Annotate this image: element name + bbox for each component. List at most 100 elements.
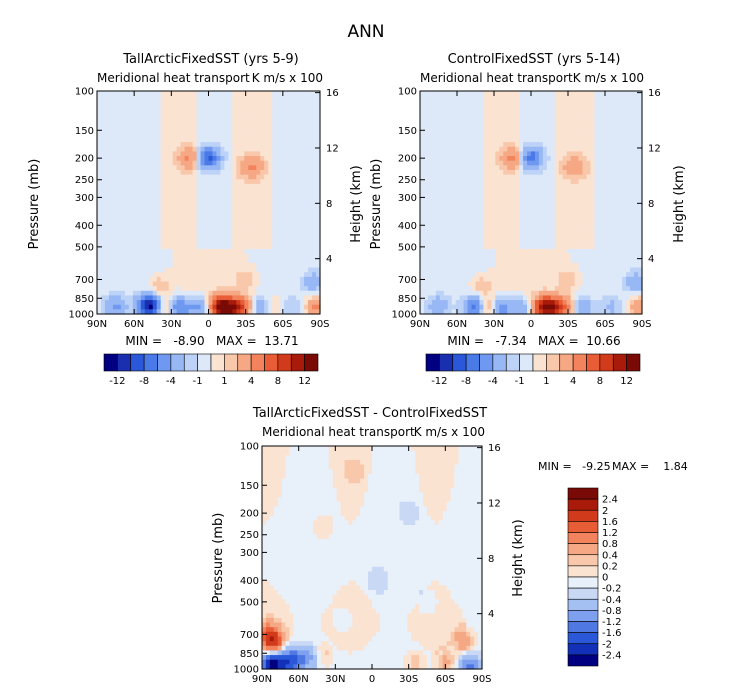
field-cell [216,193,222,199]
field-cell [598,225,603,231]
field-cell [511,230,516,236]
field-cell [184,216,190,222]
field-cell [443,123,449,129]
field-cell [268,244,273,250]
field-cell [264,290,269,297]
field-cell [534,123,540,129]
field-cell [212,262,218,269]
field-cell [232,165,237,171]
field-cell [264,211,269,218]
field-cell [519,114,524,120]
field-cell [132,197,138,204]
field-cell [439,169,445,176]
field-cell [244,169,249,176]
field-cell [542,109,548,115]
field-cell [594,239,599,245]
field-cell [272,258,277,264]
field-cell [104,290,110,297]
field-cell [132,174,138,180]
field-cell [176,207,182,213]
field-cell [574,95,580,101]
field-cell [491,286,496,292]
field-cell [188,100,194,106]
field-cell [499,267,504,273]
field-cell [439,137,445,143]
field-cell [558,123,564,129]
field-cell [172,211,178,218]
field-cell [316,202,321,208]
field-cell [220,100,226,106]
field-cell [284,253,289,259]
field-cell [100,174,106,180]
field-cell [100,239,106,245]
field-cell [164,197,170,204]
field-cell [292,272,297,278]
field-cell [116,165,122,171]
field-cell [574,281,580,287]
field-cell [562,123,568,129]
field-cell [566,221,572,227]
field-cell [212,286,218,292]
field-cell [558,248,564,255]
field-cell [531,253,536,259]
field-cell [443,118,449,125]
field-cell [562,286,568,292]
field-cell [284,267,289,273]
field-cell [152,188,158,194]
field-cell [455,188,461,194]
field-cell [312,202,317,208]
field-cell [499,239,504,245]
field-cell [507,132,512,139]
field-cell [244,156,249,162]
field-cell [507,128,512,134]
field-cell [503,230,508,236]
field-cell [240,114,245,120]
field-cell [112,146,118,152]
field-cell [463,151,469,157]
field-cell [598,123,603,129]
field-cell [582,230,588,236]
field-cell [447,304,453,310]
field-cell [447,114,453,120]
field-cell [542,225,548,231]
colorbar-label: -1 [193,376,203,387]
field-cell [566,156,572,162]
field-cell [176,188,182,194]
field-cell [594,128,599,134]
field-cell [534,248,540,255]
field-cell [136,123,142,129]
field-cell [590,244,596,250]
field-cell [160,183,166,190]
field-cell [312,225,317,231]
field-cell [558,197,564,204]
field-cell [164,100,170,106]
field-cell [459,216,465,222]
field-cell [538,207,544,213]
field-cell [104,244,110,250]
field-cell [188,221,194,227]
field-cell [100,151,106,157]
field-cell [447,151,453,157]
field-cell [538,244,544,250]
field-cell [554,221,560,227]
field-cell [443,230,449,236]
field-cell [582,221,588,227]
field-cell [451,281,457,287]
field-cell [268,286,273,292]
field-cell [288,248,293,255]
field-cell [164,221,170,227]
field-cell [447,118,453,125]
field-cell [172,183,178,190]
field-cell [196,193,202,199]
field-cell [562,202,568,208]
field-cell [220,137,226,143]
field-cell [216,104,222,111]
field-cell [499,309,504,315]
field-cell [558,193,564,199]
field-cell [435,309,441,315]
field-cell [252,160,257,166]
field-cell [124,216,130,222]
field-cell [184,174,190,180]
field-cell [160,258,166,264]
field-cell [212,95,218,101]
